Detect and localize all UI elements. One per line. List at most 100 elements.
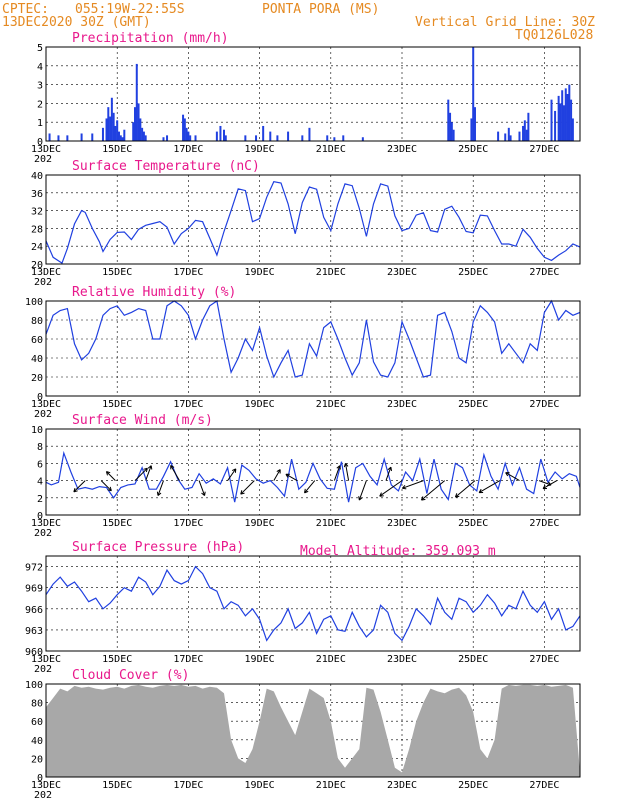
wind-xtick-label: 25DEC xyxy=(458,518,488,529)
precipitation-panel: 13DEC 15DEC 17DEC 19DEC 21DEC 23DEC 25DEC 27DEC… xyxy=(31,31,581,165)
precipitation-bar xyxy=(244,135,247,141)
temperature-ytick-label: 24 xyxy=(31,242,43,253)
wind-vector xyxy=(333,465,341,481)
precipitation-bar xyxy=(562,105,565,141)
precipitation-ytick-label: 0 xyxy=(37,137,43,148)
precipitation-bar xyxy=(162,137,165,141)
cloud-cover-ytick-label: 20 xyxy=(31,754,43,765)
cloud-cover-xtick-label: 27DEC xyxy=(529,780,559,791)
temperature-xtick-label: 25DEC xyxy=(458,267,488,278)
wind-ytick-label: 2 xyxy=(37,494,43,505)
precipitation-bar xyxy=(144,135,147,141)
wind-vector xyxy=(379,480,403,497)
wind-vector xyxy=(273,469,281,481)
pressure-xtick-label: 21DEC xyxy=(316,654,346,665)
precipitation-bar xyxy=(527,112,530,141)
pressure-ytick-label: 969 xyxy=(25,584,43,595)
precipitation-xtick-label: 25DEC xyxy=(458,144,488,155)
pressure-xtick-label: 19DEC xyxy=(245,654,275,665)
precipitation-bar xyxy=(561,90,564,141)
precipitation-ytick-label: 3 xyxy=(37,81,43,92)
humidity-xtick-label: 13DEC xyxy=(31,399,61,410)
precipitation-bar xyxy=(134,107,136,141)
precipitation-bar xyxy=(557,95,560,141)
panels: 13DEC 15DEC 17DEC 19DEC 21DEC 23DEC 25DEC 27DEC… xyxy=(25,31,581,800)
cloud-cover-xtick-label: 19DEC xyxy=(245,780,275,791)
precipitation-bar xyxy=(132,122,135,141)
precipitation-bar xyxy=(110,97,113,141)
cloud-cover-ytick-label: 60 xyxy=(31,717,43,728)
precipitation-bar xyxy=(554,110,557,141)
temperature-ytick-label: 40 xyxy=(31,171,43,182)
header-code: TQ0126L028 xyxy=(515,28,593,43)
humidity-ytick-label: 80 xyxy=(31,316,43,327)
precipitation-bar xyxy=(166,135,169,141)
precipitation-bar xyxy=(135,63,138,141)
precipitation-bar xyxy=(123,129,126,141)
precipitation-bar xyxy=(255,135,258,141)
temperature-xtick-label: 17DEC xyxy=(173,267,203,278)
wind-ytick-label: 10 xyxy=(31,425,43,436)
precipitation-ytick-label: 2 xyxy=(37,99,43,110)
humidity-xtick-label: 19DEC xyxy=(245,399,275,410)
cloud-cover-xtick-label: 17DEC xyxy=(173,780,203,791)
precipitation-bar xyxy=(470,118,473,141)
precipitation-bar xyxy=(101,127,104,141)
precipitation-bar xyxy=(570,99,573,141)
wind-line xyxy=(45,450,581,503)
precipitation-bar xyxy=(507,127,510,141)
precipitation-bar xyxy=(269,131,272,141)
cloud-cover-frame xyxy=(45,683,581,778)
wind-vector xyxy=(385,466,392,481)
temperature-xtick-label: 27DEC xyxy=(529,267,559,278)
precipitation-bar xyxy=(185,127,188,141)
wind-xtick-label: 13DEC xyxy=(31,518,61,529)
wind-xtick-label: 17DEC xyxy=(173,518,203,529)
humidity-year-label: 202 xyxy=(34,409,52,420)
precipitation-bar xyxy=(66,135,69,141)
wind-vector xyxy=(542,480,558,490)
precipitation-bar xyxy=(215,131,218,141)
temperature-ytick-label: 28 xyxy=(31,224,43,235)
cloud-cover-ytick-label: 80 xyxy=(31,699,43,710)
precipitation-bar xyxy=(361,137,364,141)
precipitation-bar xyxy=(119,135,122,141)
humidity-xtick-label: 23DEC xyxy=(387,399,417,410)
wind-vector xyxy=(170,464,180,481)
precipitation-bar xyxy=(523,120,526,141)
wind-xtick-label: 15DEC xyxy=(102,518,132,529)
wind-vector xyxy=(401,480,424,490)
humidity-panel: 13DEC 15DEC 17DEC 19DEC 21DEC 23DEC 25DEC 27DEC… xyxy=(25,285,581,420)
precipitation-bar xyxy=(48,133,51,141)
precipitation-bar xyxy=(518,131,521,141)
temperature-xtick-label: 13DEC xyxy=(31,267,61,278)
pressure-line xyxy=(45,565,581,642)
precipitation-bar xyxy=(566,94,569,141)
precipitation-bar xyxy=(525,129,528,141)
cloud-cover-panel: 13DEC 15DEC 17DEC 19DEC 21DEC 23DEC 25DEC 27DEC… xyxy=(25,668,581,800)
header-run: 13DEC2020 30Z (GMT) xyxy=(2,15,151,30)
wind-frame xyxy=(45,428,581,516)
cloud-cover-xtick-label: 21DEC xyxy=(316,780,346,791)
temperature-frame xyxy=(45,174,581,265)
wind-vector xyxy=(156,480,164,496)
wind-vector xyxy=(240,480,255,495)
wind-xtick-label: 21DEC xyxy=(316,518,346,529)
humidity-ytick-label: 60 xyxy=(31,335,43,346)
header-source: CPTEC: xyxy=(2,2,49,17)
humidity-ytick-label: 0 xyxy=(37,392,43,403)
humidity-title: Relative Humidity (%) xyxy=(72,285,236,300)
temperature-year-label: 202 xyxy=(34,277,52,288)
precipitation-bar xyxy=(117,131,120,141)
cloud-cover-xtick-label: 25DEC xyxy=(458,780,488,791)
wind-xtick-label: 23DEC xyxy=(387,518,417,529)
wind-ytick-label: 4 xyxy=(37,477,43,488)
temperature-xtick-label: 23DEC xyxy=(387,267,417,278)
pressure-xtick-label: 23DEC xyxy=(387,654,417,665)
precipitation-xtick-label: 15DEC xyxy=(102,144,132,155)
precipitation-bar xyxy=(287,131,290,141)
temperature-ytick-label: 32 xyxy=(31,207,43,218)
precipitation-bar xyxy=(472,47,475,141)
cloud-cover-xtick-label: 23DEC xyxy=(387,780,417,791)
precipitation-bar xyxy=(522,125,525,141)
